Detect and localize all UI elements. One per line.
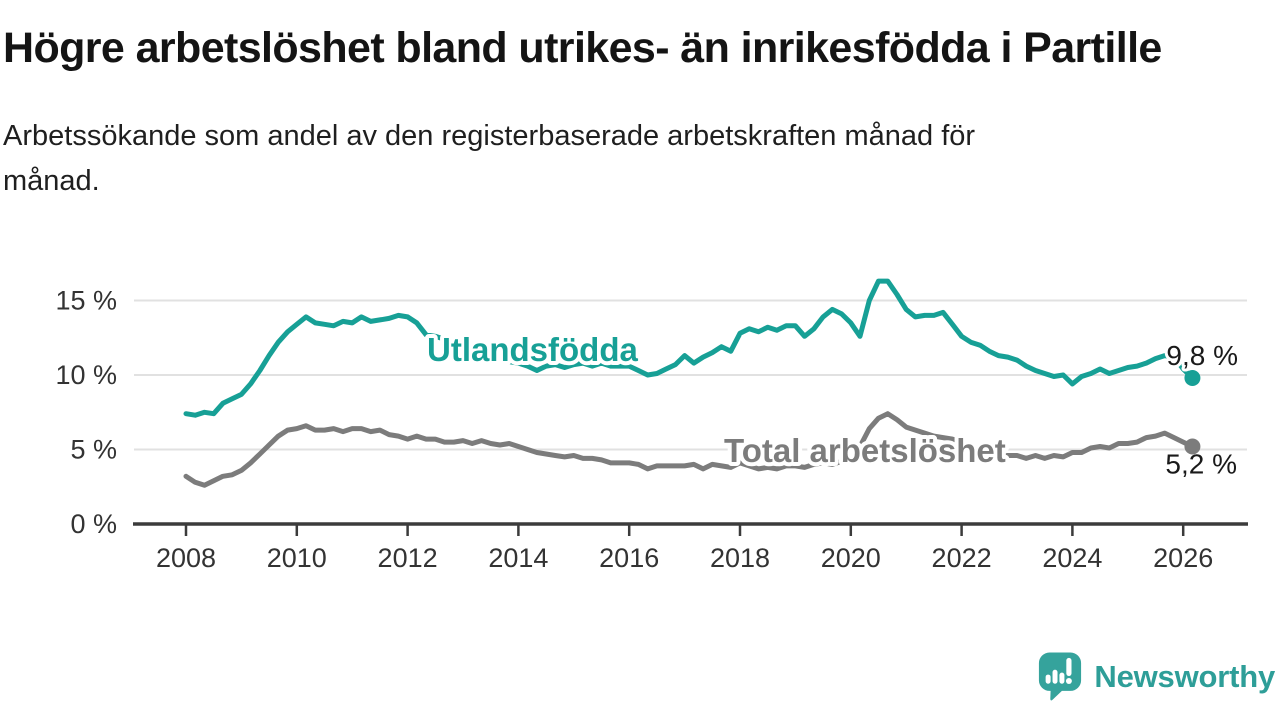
x-tick-label: 2012 [378, 543, 438, 573]
x-tick-label: 2020 [821, 543, 881, 573]
bar-small [1046, 674, 1051, 684]
x-tick-label: 2022 [932, 543, 992, 573]
exclamation-dot [1066, 678, 1073, 684]
chart-subtitle-line-2: månad. [3, 165, 100, 197]
x-tick-label: 2016 [599, 543, 659, 573]
series-label: Utlandsfödda [427, 331, 638, 368]
x-tick-label: 2008 [156, 543, 216, 573]
x-tick-label: 2024 [1042, 543, 1102, 573]
bar-small-2 [1059, 672, 1065, 684]
y-tick-label: 5 % [70, 435, 117, 465]
x-tick-label: 2010 [267, 543, 327, 573]
bar-medium [1052, 669, 1058, 684]
series-line [183, 411, 1195, 488]
y-tick-label: 15 % [55, 286, 117, 316]
series-label: Total arbetslöshet [724, 432, 1006, 469]
y-tick-label: 10 % [55, 360, 117, 390]
series-line [183, 278, 1195, 418]
chart-subtitle: Arbetssökande som andel av den registerb… [3, 114, 975, 204]
series-end-dot [1184, 369, 1201, 386]
x-tick-label: 2026 [1153, 543, 1213, 573]
newsworthy-logo-text: Newsworthy [1094, 658, 1275, 694]
series-end-dot [1184, 438, 1201, 455]
y-tick-label: 0 % [70, 509, 117, 539]
chart-subtitle-line-1: Arbetssökande som andel av den registerb… [3, 120, 976, 152]
series-value-label: 9,8 % [1166, 340, 1238, 371]
x-tick-label: 2018 [710, 543, 770, 573]
newsworthy-logo-icon [1039, 652, 1082, 701]
newsworthy-logo: Newsworthy [1037, 651, 1275, 702]
x-tick-label: 2014 [488, 543, 548, 573]
series-value-label: 5,2 % [1165, 449, 1237, 480]
exclamation-bar [1066, 657, 1072, 677]
chart-title: Högre arbetslöshet bland utrikes- än inr… [3, 24, 1162, 72]
